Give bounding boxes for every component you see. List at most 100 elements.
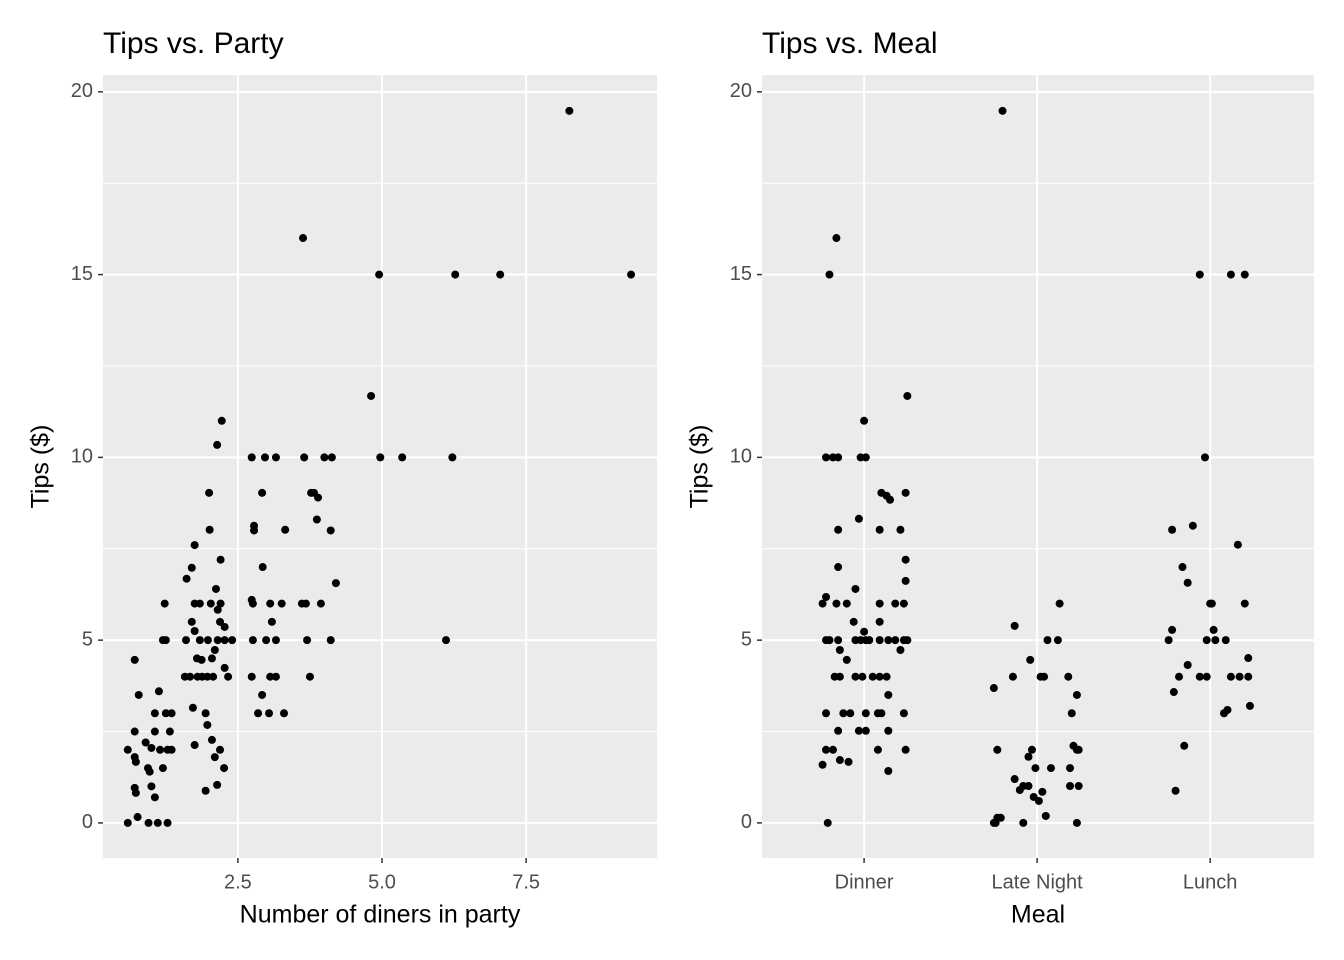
- x-tick-label: Late Night: [992, 871, 1084, 893]
- point: [314, 493, 323, 502]
- point: [832, 599, 841, 608]
- point: [213, 440, 222, 449]
- point: [1041, 811, 1050, 820]
- point: [825, 270, 834, 279]
- point: [1221, 636, 1230, 645]
- point: [160, 599, 169, 608]
- point: [190, 626, 199, 635]
- point: [842, 655, 851, 664]
- x-tick-label: 2.5: [224, 871, 252, 893]
- point: [211, 584, 220, 593]
- point: [1233, 540, 1242, 549]
- y-tick-label: 20: [730, 80, 752, 102]
- point: [1024, 752, 1033, 761]
- y-tick-label: 0: [741, 811, 752, 833]
- point: [165, 727, 174, 736]
- point: [861, 709, 870, 718]
- point: [828, 745, 837, 754]
- point: [823, 818, 832, 827]
- point: [163, 818, 172, 827]
- point: [627, 270, 636, 279]
- point: [1183, 578, 1192, 587]
- x-tick-label: Dinner: [835, 871, 894, 893]
- point: [1040, 672, 1049, 681]
- point: [203, 636, 212, 645]
- point: [398, 453, 407, 462]
- point: [1207, 599, 1216, 608]
- point: [861, 453, 870, 462]
- point: [203, 720, 212, 729]
- point: [903, 391, 912, 400]
- point: [197, 655, 206, 664]
- point: [248, 599, 257, 608]
- chart-title: Tips vs. Meal: [762, 27, 938, 60]
- point: [901, 488, 910, 497]
- point: [271, 672, 280, 681]
- point: [1031, 764, 1040, 773]
- y-tick-label: 10: [71, 446, 93, 468]
- point: [216, 555, 225, 564]
- point: [822, 593, 831, 601]
- point: [216, 599, 225, 608]
- point: [144, 818, 153, 827]
- point: [161, 636, 170, 645]
- point: [207, 735, 216, 744]
- point: [195, 636, 204, 645]
- point: [1067, 709, 1076, 718]
- point: [873, 745, 882, 754]
- point: [1034, 796, 1043, 805]
- point: [1008, 672, 1017, 681]
- point: [1064, 672, 1073, 681]
- point: [224, 672, 233, 681]
- point: [206, 599, 215, 608]
- point: [213, 636, 222, 645]
- point: [228, 636, 237, 645]
- point: [882, 672, 891, 681]
- point: [451, 270, 460, 279]
- point: [258, 488, 267, 497]
- point: [123, 818, 132, 827]
- point: [496, 270, 505, 279]
- point: [1209, 625, 1218, 634]
- point: [201, 709, 210, 718]
- point: [1010, 775, 1019, 784]
- point: [834, 563, 843, 572]
- y-tick-label: 10: [730, 446, 752, 468]
- point: [247, 453, 256, 462]
- point: [187, 617, 196, 626]
- point: [301, 599, 310, 608]
- point: [131, 788, 140, 797]
- point: [1055, 599, 1064, 608]
- point: [839, 709, 848, 718]
- point: [818, 599, 827, 608]
- point: [877, 709, 886, 718]
- point: [316, 599, 325, 608]
- point: [849, 617, 858, 626]
- point: [998, 106, 1007, 115]
- point: [265, 709, 274, 718]
- point: [1038, 787, 1047, 796]
- point: [271, 636, 280, 645]
- y-tick-label: 20: [71, 80, 93, 102]
- point: [842, 599, 851, 608]
- point: [1171, 786, 1180, 795]
- point: [209, 672, 218, 681]
- point: [884, 767, 893, 775]
- point: [305, 672, 314, 681]
- point: [1245, 701, 1254, 710]
- point: [133, 813, 142, 822]
- point: [167, 745, 176, 754]
- point: [130, 655, 139, 664]
- point: [130, 727, 139, 736]
- point: [1226, 672, 1235, 681]
- point: [254, 709, 263, 718]
- point: [210, 753, 219, 762]
- point: [190, 541, 199, 550]
- point: [875, 672, 884, 681]
- point: [993, 745, 1002, 754]
- point: [376, 453, 385, 462]
- point: [154, 687, 163, 696]
- point: [266, 599, 275, 608]
- point: [891, 636, 900, 645]
